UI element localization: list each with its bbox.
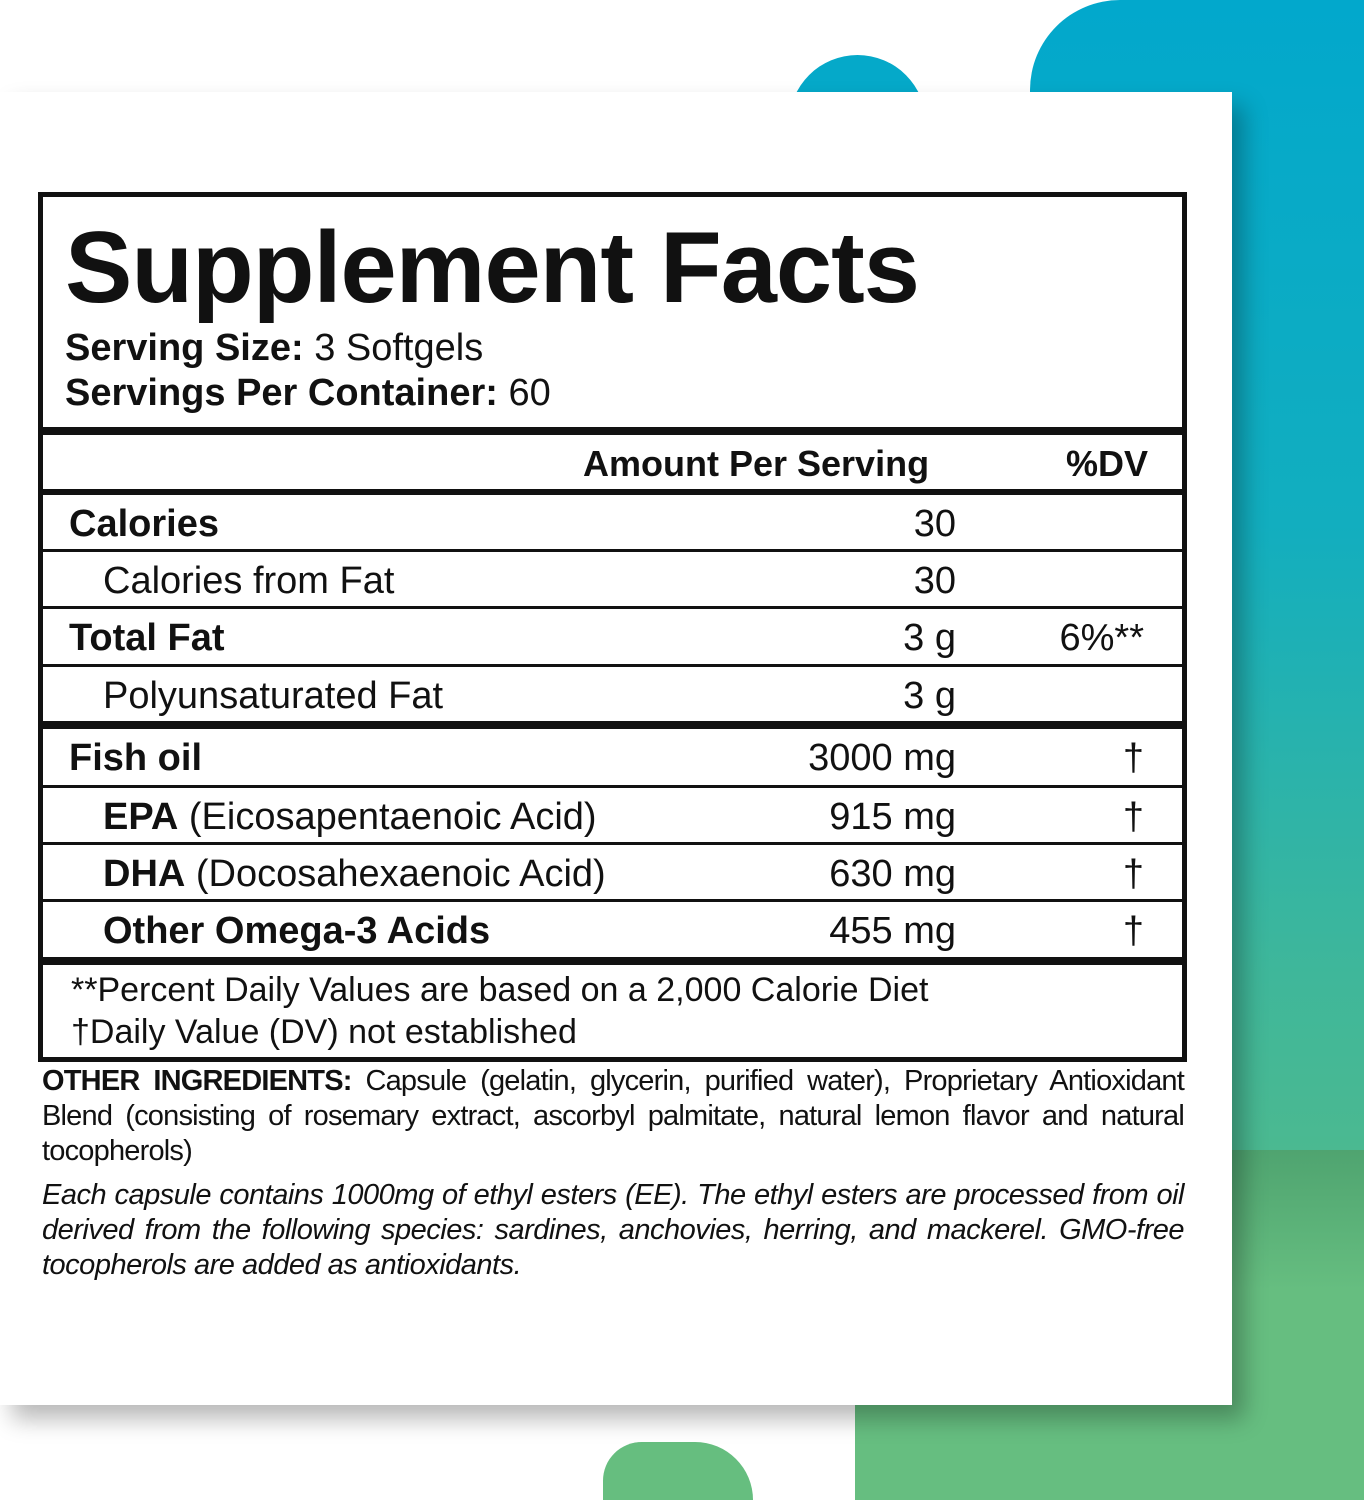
divider <box>43 785 1182 788</box>
column-amount: Amount Per Serving <box>583 443 930 484</box>
other-ingredients: OTHER INGREDIENTS: Capsule (gelatin, gly… <box>42 1065 1185 1167</box>
divider <box>43 842 1182 845</box>
serving-size: Serving Size: 3 Softgels <box>65 327 484 369</box>
row-total-fat: Total Fat 3 g 6%** <box>69 617 1144 659</box>
divider-thick <box>43 721 1182 729</box>
footnote-dagger: †Daily Value (DV) not established <box>71 1013 577 1051</box>
divider <box>43 664 1182 667</box>
row-dha: DHA (Docosahexaenoic Acid) 630 mg † <box>103 853 1144 895</box>
divider <box>43 899 1182 902</box>
servings-per-container: Servings Per Container: 60 <box>65 372 551 414</box>
footnote-dv: **Percent Daily Values are based on a 2,… <box>71 971 929 1009</box>
row-fish-oil: Fish oil 3000 mg † <box>69 737 1144 779</box>
row-calories: Calories 30 <box>69 503 956 545</box>
row-polyunsaturated-fat: Polyunsaturated Fat 3 g <box>103 675 956 717</box>
row-calories-from-fat: Calories from Fat 30 <box>103 560 956 602</box>
panel-title: Supplement Facts <box>65 212 920 324</box>
divider <box>43 489 1182 495</box>
column-dv: %DV <box>1065 443 1148 484</box>
background-leaf <box>603 1442 753 1500</box>
row-epa: EPA (Eicosapentaenoic Acid) 915 mg † <box>103 796 1144 838</box>
supplement-facts-panel: Supplement Facts Serving Size: 3 Softgel… <box>38 192 1187 1062</box>
divider-thick <box>43 957 1182 965</box>
label-card <box>0 92 1232 1405</box>
row-other-omega-3: Other Omega-3 Acids 455 mg † <box>103 910 1144 952</box>
divider <box>43 549 1182 552</box>
ethyl-ester-note: Each capsule contains 1000mg of ethyl es… <box>42 1179 1185 1281</box>
divider <box>43 606 1182 609</box>
divider-thick <box>43 427 1182 435</box>
